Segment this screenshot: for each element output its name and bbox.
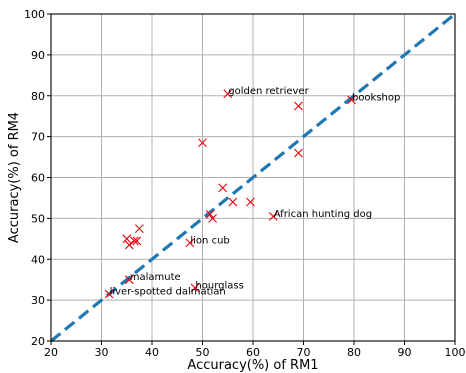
data-point bbox=[218, 183, 228, 193]
data-point bbox=[347, 95, 356, 105]
diagonal-reference-line bbox=[49, 12, 457, 343]
data-points bbox=[104, 89, 356, 299]
y-tick-label: 90 bbox=[31, 49, 45, 62]
x-tick-label: 20 bbox=[44, 346, 58, 359]
x-tick-label: 80 bbox=[347, 346, 361, 359]
y-tick-label: 50 bbox=[31, 212, 45, 225]
data-point-stroke bbox=[124, 275, 134, 285]
y-tick-label: 30 bbox=[31, 294, 45, 307]
data-point bbox=[129, 236, 139, 246]
data-point-stroke bbox=[190, 283, 200, 293]
data-point-stroke bbox=[246, 197, 255, 207]
data-point bbox=[134, 224, 144, 233]
data-point bbox=[294, 148, 303, 158]
data-point-stroke bbox=[223, 89, 233, 99]
data-point-stroke bbox=[132, 236, 142, 246]
data-point bbox=[132, 236, 142, 246]
data-point-stroke bbox=[294, 148, 303, 158]
data-point bbox=[198, 138, 207, 148]
data-point bbox=[268, 211, 278, 221]
data-point-stroke bbox=[208, 213, 217, 223]
data-point-stroke bbox=[122, 234, 132, 244]
x-tick-label: 70 bbox=[297, 346, 311, 359]
x-tick-label: 100 bbox=[445, 346, 466, 359]
data-point-stroke bbox=[268, 211, 278, 221]
point-annotation: African hunting dog bbox=[274, 209, 372, 220]
data-point bbox=[223, 89, 233, 99]
data-point-stroke bbox=[218, 183, 228, 193]
data-point bbox=[104, 289, 114, 299]
y-tick-label: 70 bbox=[31, 131, 45, 144]
point-annotation: liver-spotted dalmatian bbox=[110, 286, 226, 297]
x-tick-label: 60 bbox=[246, 346, 260, 359]
data-point bbox=[124, 275, 134, 285]
x-tick-label: 30 bbox=[95, 346, 109, 359]
data-point bbox=[208, 213, 217, 223]
point-annotation: malamute bbox=[130, 272, 181, 283]
data-point bbox=[124, 240, 134, 250]
data-point-stroke bbox=[347, 95, 356, 105]
x-tick-label: 40 bbox=[145, 346, 159, 359]
data-point-stroke bbox=[294, 101, 303, 111]
data-point-stroke bbox=[205, 209, 215, 219]
x-axis-ticks: 20 30 40 50 60 70 80 90 100 bbox=[44, 341, 466, 359]
y-tick-label: 40 bbox=[31, 253, 45, 266]
y-axis-label: Accuracy(%) of RM4 bbox=[7, 112, 22, 243]
y-axis-ticks: 20 30 40 50 60 70 80 90 100 bbox=[24, 8, 51, 348]
point-annotation: hourglass bbox=[195, 280, 243, 291]
x-tick-label: 90 bbox=[398, 346, 412, 359]
data-point bbox=[246, 197, 255, 207]
y-tick-label: 80 bbox=[31, 90, 45, 103]
data-point bbox=[122, 234, 132, 244]
data-point-stroke bbox=[185, 238, 195, 248]
y-tick-label: 100 bbox=[24, 8, 45, 21]
data-point-stroke bbox=[134, 224, 144, 233]
y-tick-label: 20 bbox=[31, 335, 45, 348]
data-point-stroke bbox=[228, 197, 238, 207]
annotations: golden retriever bookshop African hunting … bbox=[110, 86, 401, 297]
data-point bbox=[185, 238, 195, 248]
x-tick-label: 50 bbox=[196, 346, 210, 359]
data-point-stroke bbox=[124, 240, 134, 250]
data-point bbox=[228, 197, 238, 207]
y-tick-label: 60 bbox=[31, 172, 45, 185]
data-point bbox=[205, 209, 215, 219]
data-point-stroke bbox=[198, 138, 207, 148]
data-point bbox=[190, 283, 200, 293]
reference-line-group bbox=[49, 12, 457, 343]
data-point-stroke bbox=[104, 289, 114, 299]
point-annotation: lion cub bbox=[190, 235, 229, 246]
data-point bbox=[294, 101, 303, 111]
x-axis-label: Accuracy(%) of RM1 bbox=[187, 358, 318, 373]
point-annotation: bookshop bbox=[352, 92, 400, 103]
point-annotation: golden retriever bbox=[228, 86, 309, 97]
data-point-stroke bbox=[129, 236, 139, 246]
